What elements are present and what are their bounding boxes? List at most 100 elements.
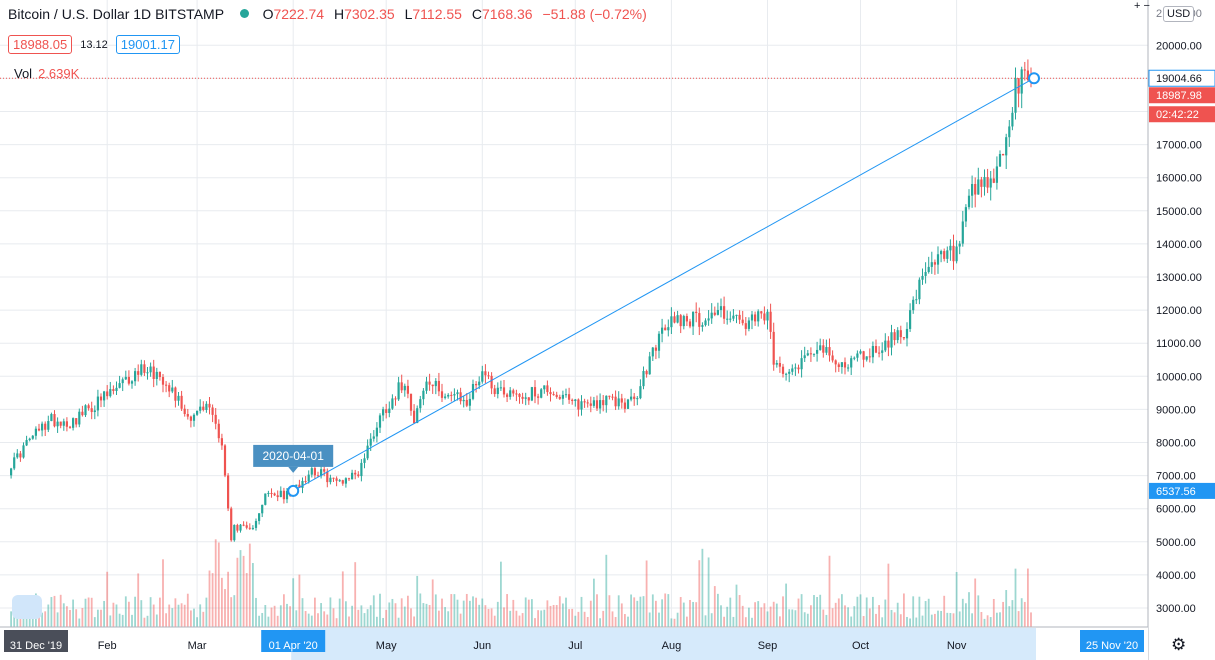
candle-body xyxy=(744,323,747,329)
volume-bar xyxy=(366,609,369,627)
symbol-name[interactable]: Bitcoin / U.S. Dollar xyxy=(8,6,130,22)
volume-bar xyxy=(577,611,580,627)
volume-bar xyxy=(769,606,772,627)
buy-price-button[interactable]: 19001.17 xyxy=(115,35,180,54)
spread-value: 13.12 xyxy=(80,38,108,51)
candle-body xyxy=(90,408,93,413)
candle-body xyxy=(434,380,437,387)
candle-body xyxy=(583,401,586,403)
volume-bar xyxy=(1017,611,1020,627)
candle-body xyxy=(1023,69,1026,71)
volume-bar xyxy=(329,597,332,627)
candle-body xyxy=(871,346,874,358)
volume-bar xyxy=(723,616,725,627)
volume-bar xyxy=(314,597,316,627)
volume-bar xyxy=(217,542,220,627)
volume-bar xyxy=(689,599,691,627)
candle-body xyxy=(614,396,617,407)
candle-body xyxy=(769,311,772,332)
volume-bar xyxy=(627,616,629,627)
candle-body xyxy=(961,221,964,244)
last-price-tag-bg xyxy=(1149,70,1215,87)
candle-body xyxy=(568,394,571,400)
candle-body xyxy=(555,394,558,397)
change-value: −51.88 (−0.72%) xyxy=(542,6,647,22)
time-axis-tick-label: May xyxy=(376,640,397,652)
candle-body xyxy=(360,462,363,477)
symbol-interval[interactable]: 1D xyxy=(133,6,152,22)
trend-line-end-handle xyxy=(1028,72,1040,85)
candle-body xyxy=(239,524,242,531)
volume-bar xyxy=(531,599,533,627)
candle-body xyxy=(639,386,642,399)
volume-bar xyxy=(757,601,760,627)
candle-body xyxy=(654,347,657,351)
candle-body xyxy=(812,353,816,355)
candle-body xyxy=(595,400,599,409)
volume-bar xyxy=(918,596,921,627)
bid-ask-row: 18988.05 13.12 19001.17 xyxy=(8,35,180,54)
candle-body xyxy=(549,392,552,395)
candle-body xyxy=(397,382,400,400)
candle-body xyxy=(577,399,580,410)
volume-bar xyxy=(862,616,865,627)
candle-body xyxy=(413,410,416,424)
candle-body xyxy=(800,358,803,370)
volume-bar xyxy=(642,596,645,627)
volume-bar xyxy=(537,610,539,627)
volume-bar xyxy=(934,613,936,627)
date-tag-pointer xyxy=(288,466,299,473)
volume-bar xyxy=(155,614,158,627)
volume-bar xyxy=(283,594,285,627)
volume-bar xyxy=(419,593,422,627)
volume-bar xyxy=(754,602,756,627)
settings-gear-icon[interactable]: ⚙ xyxy=(1171,635,1187,654)
candle-body xyxy=(103,391,106,401)
candle-body xyxy=(927,266,930,272)
candle-body xyxy=(1014,78,1017,113)
volume-bar xyxy=(844,605,846,627)
candle-body xyxy=(47,421,50,430)
candle-body xyxy=(967,195,971,208)
volume-bar xyxy=(729,597,732,627)
candle-body xyxy=(192,414,196,421)
candle-body xyxy=(180,395,183,409)
candle-body xyxy=(952,245,955,262)
volume-bar xyxy=(385,609,388,627)
volume-bar xyxy=(490,608,493,627)
candle-body xyxy=(905,328,909,339)
volume-bar xyxy=(810,605,812,627)
volume-legend[interactable]: Vol 2.639K xyxy=(14,66,79,81)
candle-body xyxy=(840,362,843,368)
volume-bar xyxy=(190,610,192,627)
candle-body xyxy=(946,250,949,259)
low-value: 7112.55 xyxy=(412,6,462,22)
candle-body xyxy=(487,375,490,377)
sell-price-button[interactable]: 18988.05 xyxy=(8,35,73,54)
scale-zoom-buttons[interactable]: + − xyxy=(1134,0,1150,12)
volume-bar xyxy=(955,571,958,627)
candle-body xyxy=(533,387,537,397)
volume-bar xyxy=(1011,600,1014,627)
volume-bar xyxy=(357,609,360,627)
volume-bar xyxy=(450,594,453,627)
candle-body xyxy=(316,475,320,477)
candle-body xyxy=(825,347,828,353)
candle-body xyxy=(338,480,341,482)
volume-bar xyxy=(624,614,626,627)
candle-body xyxy=(732,315,735,319)
candle-body xyxy=(828,347,831,356)
candle-body xyxy=(580,401,583,410)
volume-bar xyxy=(741,605,744,627)
end-date-tag: 25 Nov '20 xyxy=(1086,640,1138,652)
candle-body xyxy=(285,491,289,500)
volume-bar xyxy=(62,603,65,627)
candle-body xyxy=(394,398,397,400)
currency-button[interactable]: USD xyxy=(1163,6,1195,22)
candle-body xyxy=(217,423,220,439)
volume-bar xyxy=(664,593,667,627)
candle-body xyxy=(586,402,589,404)
candle-body xyxy=(719,306,723,311)
volume-bar xyxy=(884,599,887,627)
